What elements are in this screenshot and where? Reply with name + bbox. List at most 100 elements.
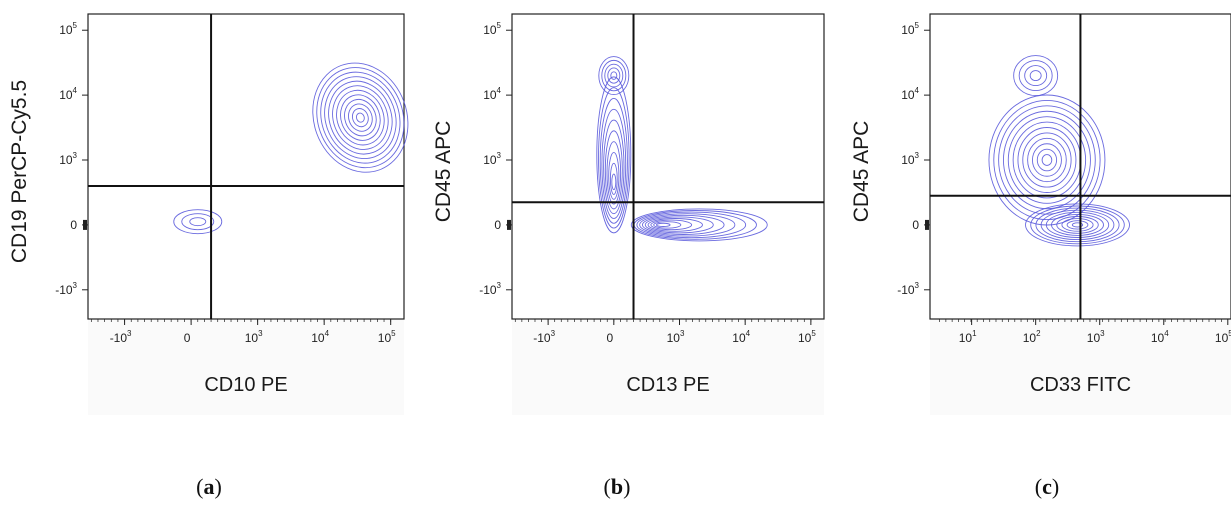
contour-level (599, 98, 628, 224)
contour-level (328, 80, 393, 155)
contour-level (630, 208, 768, 242)
y-axis-label: CD45 APC (850, 121, 873, 223)
x-tick-label: 0 (606, 331, 613, 345)
contour-level (1017, 127, 1077, 193)
contour-level (601, 59, 627, 92)
population-1 (1013, 55, 1059, 97)
contour-level (650, 219, 693, 231)
chart-panel-a: -103 0 103 104 105 105 104 103 0 -103 CD10 PE CD19 … (8, 13, 409, 415)
contour-level (1027, 137, 1067, 183)
contour-level (1031, 143, 1062, 177)
population-3 (1025, 203, 1130, 247)
contour-level (610, 71, 618, 80)
x-axis-label: CD10 PE (204, 374, 287, 396)
contour-level (1022, 132, 1072, 188)
y-tick-label: 104 (59, 86, 77, 102)
zero-marker (83, 219, 87, 230)
plot-frame (511, 13, 825, 320)
x-tick-label: 104 (732, 329, 750, 345)
contour-level (1040, 209, 1115, 241)
x-axis-label: CD33 FITC (1030, 374, 1131, 396)
x-tick-label: 0 (184, 331, 191, 345)
panel-label-a: (a) (196, 474, 222, 499)
contour-level (173, 209, 223, 235)
contour-level (606, 141, 622, 205)
x-tick-label: 103 (245, 329, 263, 345)
y-tick-label: 0 (912, 218, 919, 232)
population-2 (596, 76, 632, 234)
y-tick-label: 103 (901, 151, 919, 167)
contour-level (639, 213, 736, 237)
contour-level (1051, 213, 1104, 236)
zero-marker (507, 219, 511, 230)
contour-level (644, 216, 714, 234)
zero-marker (925, 219, 929, 230)
y-tick-label: 103 (483, 151, 501, 167)
x-tick-label: 104 (1151, 329, 1169, 345)
y-axis-label: CD45 APC (432, 121, 455, 223)
contour-level (1036, 148, 1058, 172)
contour-level (1045, 211, 1110, 238)
contour-level (181, 213, 215, 231)
contour-level (1041, 154, 1053, 166)
plot-frame (87, 13, 405, 320)
contour-level (189, 217, 207, 227)
contour-level (340, 94, 381, 141)
contour-level (1012, 121, 1082, 199)
contour-level (1007, 116, 1087, 204)
contour-level (1030, 205, 1125, 245)
contour-level (636, 211, 747, 239)
contour-level (998, 105, 1096, 215)
y-tick-label: 105 (59, 21, 77, 37)
x-tick-label: 104 (311, 329, 329, 345)
x-axis-band (512, 319, 824, 415)
x-tick-label: 103 (667, 329, 685, 345)
contour-level (604, 63, 624, 88)
contour-level (1029, 70, 1042, 82)
y-tick-label: 104 (483, 86, 501, 102)
x-tick-label: 101 (959, 329, 977, 345)
contour-level (324, 76, 397, 160)
x-axis-band (88, 319, 404, 415)
contour-level (608, 152, 620, 200)
contour-level (1024, 65, 1048, 87)
contour-level (336, 89, 385, 146)
contour-level (344, 98, 377, 137)
contour-level (1002, 110, 1091, 210)
population-1 (312, 62, 409, 173)
population-3 (630, 208, 768, 242)
contour-level (607, 67, 621, 84)
panel-label-b: (b) (604, 474, 631, 499)
y-tick-label: 104 (901, 86, 919, 102)
contour-level (601, 108, 627, 219)
contour-level (312, 62, 409, 173)
x-tick-label: -103 (533, 329, 555, 345)
contour-level (993, 99, 1101, 221)
y-tick-label: -103 (897, 281, 919, 297)
contour-level (653, 221, 682, 229)
contour-level (596, 76, 632, 234)
contour-level (1056, 216, 1099, 234)
contour-level (332, 85, 389, 150)
contour-level (1025, 203, 1130, 247)
x-tick-label: 105 (378, 329, 396, 345)
contour-level (1061, 218, 1094, 232)
contour-level (633, 210, 757, 240)
contour-level (647, 218, 703, 232)
contour-level (604, 130, 623, 210)
y-tick-label: -103 (479, 281, 501, 297)
x-tick-label: 102 (1023, 329, 1041, 345)
contour-level (351, 108, 369, 128)
y-tick-label: 103 (59, 151, 77, 167)
contour-level (355, 112, 365, 123)
contour-level (1071, 222, 1084, 228)
x-tick-label: 103 (1087, 329, 1105, 345)
contour-level (348, 103, 373, 132)
y-tick-label: 0 (70, 218, 77, 232)
y-axis-label: CD19 PerCP-Cy5.5 (8, 80, 31, 263)
contour-level (988, 94, 1106, 226)
contour-level (603, 119, 625, 215)
y-tick-label: 105 (483, 21, 501, 37)
x-tick-label: -103 (110, 329, 132, 345)
